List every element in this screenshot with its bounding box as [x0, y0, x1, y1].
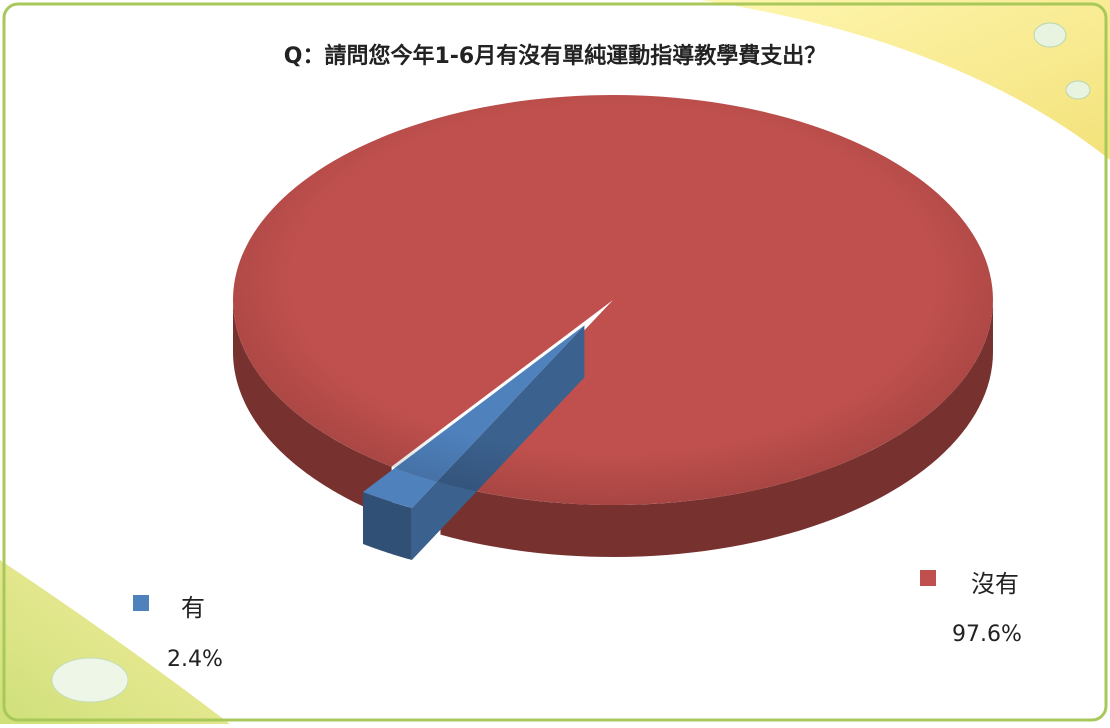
decor-drop	[1065, 80, 1091, 100]
decor-drop	[51, 657, 129, 703]
slice-label: 有	[181, 594, 205, 622]
chart-title: Q：請問您今年1-6月有沒有單純運動指導教學費支出？	[284, 43, 826, 69]
labels: 有 2.4% 沒有 97.6%	[133, 570, 1022, 672]
legend-swatch	[133, 595, 149, 611]
slice	[233, 94, 994, 505]
pie	[233, 94, 994, 561]
value-label: 97.6%	[952, 622, 1022, 647]
decor-corner	[700, 0, 1110, 160]
decor-drop	[1033, 22, 1067, 48]
value-label: 2.4%	[167, 647, 223, 672]
legend-swatch	[920, 570, 936, 586]
slice-label: 沒有	[971, 570, 1019, 598]
slice-side	[362, 491, 412, 561]
